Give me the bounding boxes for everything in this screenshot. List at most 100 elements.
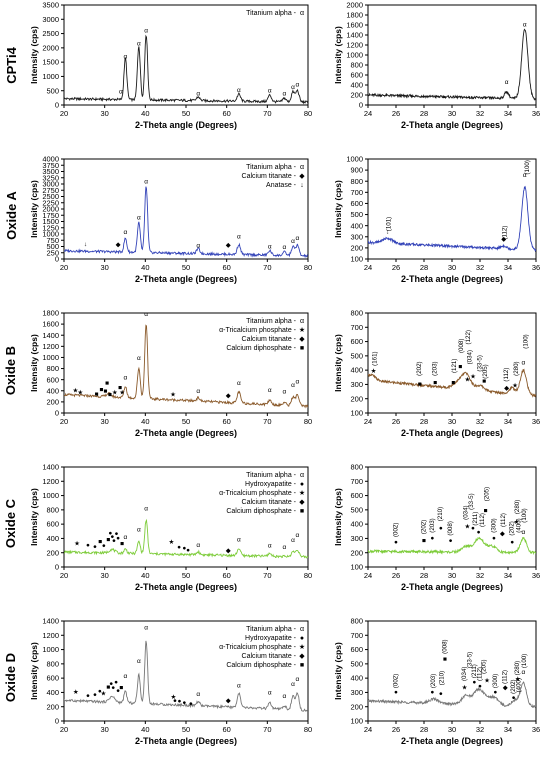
y-tick-label: 3750: [42, 161, 59, 170]
x-tick-label: 36: [532, 571, 540, 580]
peak-marker: ◆: [226, 392, 232, 399]
peak-marker: α: [522, 359, 526, 366]
miller-index-label: (33-5): [468, 493, 475, 510]
peak-marker: ●: [477, 529, 481, 536]
miller-index-label: (161): [371, 351, 378, 365]
legend-entry-label: Calcium diphosphate -: [226, 345, 296, 352]
legend-entry-symbol: α: [300, 626, 304, 633]
x-tick-label: 28: [420, 109, 428, 118]
x-tick-label: 36: [532, 109, 540, 118]
miller-index-label: (122): [465, 330, 472, 344]
x-tick-label: 50: [182, 725, 190, 734]
x-tick-label: 28: [420, 417, 428, 426]
peak-marker: α: [296, 81, 300, 88]
y-axis-label: Intensity (cps): [29, 26, 39, 84]
peak-marker: α: [124, 673, 128, 680]
y-tick-label: 600: [46, 375, 59, 384]
miller-index-label: (202): [416, 361, 423, 375]
peak-marker: ◆: [500, 531, 506, 538]
peak-marker: ★: [170, 390, 176, 398]
peak-marker: ■: [99, 386, 103, 393]
x-tick-label: 30: [448, 263, 456, 272]
miller-index-label: (008): [441, 639, 448, 653]
miller-index-label: (008): [458, 339, 465, 353]
x-tick-label: 34: [504, 109, 512, 118]
x-tick-label: 32: [476, 417, 484, 426]
peak-marker: α: [119, 89, 123, 96]
peak-marker: ★: [470, 373, 476, 381]
miller-index-label: (100): [521, 508, 528, 522]
peak-marker: ■: [458, 364, 462, 371]
y-tick-label: 2000: [42, 43, 59, 52]
peak-marker: α: [291, 681, 295, 688]
peak-marker: α: [291, 537, 295, 544]
legend-entry-label: α-Tricalcium phosphate -: [219, 644, 297, 651]
legend-entry-symbol: ★: [299, 643, 305, 651]
peak-marker: α: [268, 88, 272, 95]
chart-panel-oxide-d-right: 100 200 300 400 500 600 700 800 24 26 28 30 32 34 36 2-…: [333, 617, 540, 746]
x-tick-label: 40: [141, 571, 149, 580]
peak-marker: ●: [112, 538, 116, 545]
y-tick-label: 4000: [42, 155, 59, 164]
peak-marker: α: [196, 542, 200, 549]
peak-marker: ★: [371, 367, 377, 375]
x-tick-label: 20: [60, 725, 68, 734]
x-tick-label: 26: [392, 571, 400, 580]
y-tick-label: 800: [350, 177, 363, 186]
x-axis-label: 2-Theta angle (Degrees): [401, 428, 503, 438]
miller-index-label: (203): [430, 674, 437, 688]
y-tick-label: 1250: [42, 223, 59, 232]
peak-marker: ■: [119, 685, 123, 692]
y-tick-label: 200: [350, 548, 363, 557]
miller-index-label: (280): [514, 500, 521, 514]
peak-marker: ●: [178, 698, 182, 705]
x-axis-label: 2-Theta angle (Degrees): [401, 120, 503, 130]
miller-index-label: (210): [437, 507, 444, 521]
x-tick-label: 26: [392, 109, 400, 118]
peak-marker: ●: [177, 544, 181, 551]
y-tick-label: 700: [350, 631, 363, 640]
miller-index-label: (211): [471, 664, 478, 678]
peak-marker: ■: [95, 391, 99, 398]
peak-marker: ●: [98, 688, 102, 695]
peak-marker: ◆: [226, 242, 232, 249]
y-tick-label: 100: [350, 717, 363, 726]
peak-marker: ●: [108, 530, 112, 537]
peak-marker: ◆: [226, 548, 232, 555]
y-tick-label: 0: [55, 409, 59, 418]
miller-index-label: (203): [429, 518, 436, 532]
x-tick-label: 50: [182, 417, 190, 426]
peak-marker: ★: [484, 676, 490, 684]
peak-marker: ■: [443, 656, 447, 663]
peak-marker: α: [522, 529, 526, 536]
miller-index-label: (400): [516, 518, 523, 532]
x-tick-label: 60: [222, 263, 230, 272]
y-tick-label: 1400: [346, 31, 363, 40]
x-tick-label: 34: [504, 417, 512, 426]
miller-index-label: (112): [502, 670, 509, 684]
legend-entry-symbol: ◆: [299, 336, 305, 343]
y-tick-label: 1000: [42, 353, 59, 362]
peak-marker: α: [144, 27, 148, 34]
miller-index-label: (002): [392, 674, 399, 688]
peak-marker: α: [124, 375, 128, 382]
y-tick-label: 2500: [42, 192, 59, 201]
peak-marker: α: [196, 691, 200, 698]
legend-entry-symbol: ●: [300, 481, 304, 488]
y-tick-label: 500: [350, 351, 363, 360]
x-tick-label: 80: [304, 417, 312, 426]
chart-panel-oxide-a-left: 0250500750100012501500175020002250250027…: [29, 155, 312, 284]
peak-marker: α: [291, 382, 295, 389]
y-tick-label: 1200: [42, 342, 59, 351]
legend-entry-symbol: ■: [300, 662, 304, 669]
legend-entry-symbol: ●: [300, 635, 304, 642]
peak-marker: α: [505, 79, 509, 86]
chart-panel-oxide-c-left: 0 200 400 600 800 1000 1200 1400 20 30 40 50 60 70 80 2…: [29, 463, 312, 592]
y-tick-label: 200: [46, 548, 59, 557]
peak-marker: ■: [105, 380, 109, 387]
y-tick-label: 1200: [42, 631, 59, 640]
miller-index-label: (202): [509, 521, 516, 535]
x-tick-label: 32: [476, 571, 484, 580]
peak-marker: ●: [110, 533, 114, 540]
